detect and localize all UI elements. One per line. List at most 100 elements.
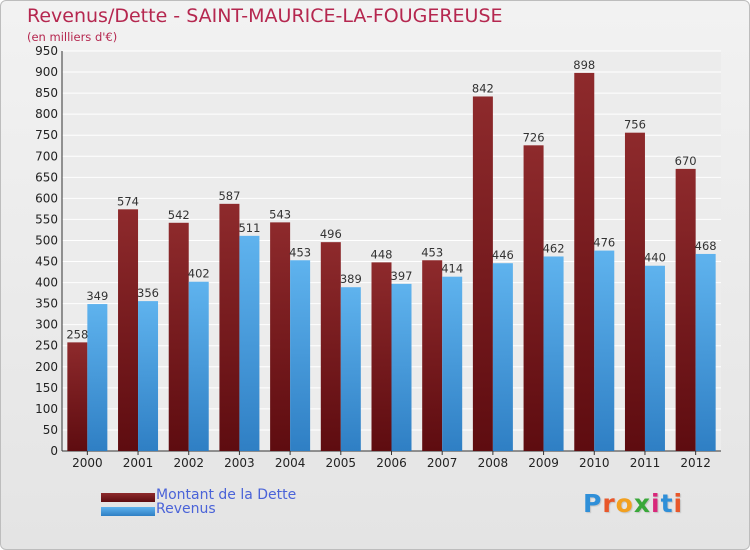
data-label-revenus: 414 [441,262,463,276]
y-tick-label: 250 [35,339,58,353]
y-tick-label: 550 [35,212,58,226]
data-label-revenus: 389 [340,272,362,286]
bar-dette [219,203,240,451]
x-tick-label: 2004 [275,456,306,470]
logo-letter: i [651,489,661,518]
x-tick-label: 2008 [478,456,509,470]
logo-letter: P [583,489,603,518]
y-tick-label: 100 [35,402,58,416]
legend-label-revenus: Revenus [156,501,216,517]
y-tick-label: 950 [35,44,58,58]
labels: 0 50 100 150 200 250 300 350 400 450 500 550 600 650 7… [35,44,717,470]
bar-revenus [391,283,412,451]
bar-dette [168,222,189,451]
data-label-revenus: 446 [492,248,514,262]
x-tick-label: 2000 [72,456,103,470]
dark-red-swatch-icon [101,493,155,502]
bar-dette [371,262,392,451]
bar-revenus [543,256,564,451]
data-label-dette: 453 [421,245,443,259]
y-tick-label: 400 [35,276,58,290]
data-label-dette: 587 [218,189,240,203]
logo-letter: o [615,489,634,518]
data-label-dette: 898 [573,58,595,72]
data-label-revenus: 440 [644,251,666,265]
y-tick-label: 800 [35,107,58,121]
data-label-revenus: 356 [137,286,159,300]
bar-dette [270,222,291,451]
y-tick-label: 500 [35,233,58,247]
x-tick-label: 2003 [224,456,255,470]
y-tick-label: 300 [35,318,58,332]
bar-dette [118,209,139,451]
x-tick-label: 2001 [123,456,154,470]
logo-letter: i [673,489,684,518]
bar-revenus [695,253,716,451]
x-tick-label: 2002 [173,456,204,470]
bar-dette [422,260,443,451]
chart-subtitle: (en milliers d'€) [27,30,118,44]
bar-revenus [644,265,665,451]
data-label-dette: 756 [624,118,646,132]
x-tick-label: 2009 [528,456,559,470]
bar-revenus [138,301,159,451]
data-label-dette: 258 [66,327,88,341]
data-label-dette: 496 [320,227,342,241]
data-label-dette: 448 [371,247,393,261]
bars [67,72,716,452]
x-tick-label: 2005 [326,456,357,470]
y-tick-label: 900 [35,65,58,79]
bar-dette [472,96,493,451]
bar-dette [574,72,595,451]
data-label-revenus: 397 [391,269,413,283]
x-tick-label: 2011 [630,456,661,470]
data-label-dette: 842 [472,81,494,95]
bar-revenus [442,276,463,451]
y-tick-label: 600 [35,191,58,205]
y-tick-label: 0 [50,444,58,458]
x-tick-label: 2012 [680,456,711,470]
y-tick-label: 850 [35,86,58,100]
logo-letter: x [633,489,651,518]
x-tick-label: 2006 [376,456,407,470]
bar-revenus [340,287,361,451]
y-tick-label: 750 [35,128,58,142]
bar-dette [675,168,696,452]
data-label-dette: 726 [523,130,545,144]
x-tick-label: 2010 [579,456,610,470]
data-label-dette: 670 [675,154,697,168]
data-label-dette: 574 [117,194,139,208]
y-tick-label: 350 [35,297,58,311]
proxiti-logo: Proxiti [583,489,683,518]
y-tick-label: 150 [35,381,58,395]
logo-letter: t [660,489,674,518]
y-tick-label: 650 [35,170,58,184]
data-label-revenus: 511 [238,221,260,235]
bar-dette [624,132,645,451]
bar-dette [320,242,341,451]
x-tick-label: 2007 [427,456,458,470]
y-tick-label: 200 [35,360,58,374]
bar-dette [67,342,88,451]
bar-revenus [290,260,311,451]
blue-swatch-icon [101,507,155,516]
bar-revenus [239,235,260,451]
data-label-dette: 543 [269,207,291,221]
data-label-revenus: 402 [188,267,210,281]
bar-dette [523,145,544,451]
bar-revenus [87,304,108,451]
logo-letter: r [602,489,616,518]
y-tick-label: 450 [35,255,58,269]
data-label-revenus: 476 [593,236,615,250]
data-label-dette: 542 [168,208,190,222]
bar-revenus [492,263,513,451]
chart-title: Revenus/Dette - SAINT-MAURICE-LA-FOUGERE… [27,5,503,27]
bar-revenus [594,250,615,451]
y-tick-label: 50 [43,423,58,437]
data-label-revenus: 462 [543,241,565,255]
data-label-revenus: 468 [695,239,717,253]
y-tick-label: 700 [35,149,58,163]
bar-revenus [188,281,209,451]
